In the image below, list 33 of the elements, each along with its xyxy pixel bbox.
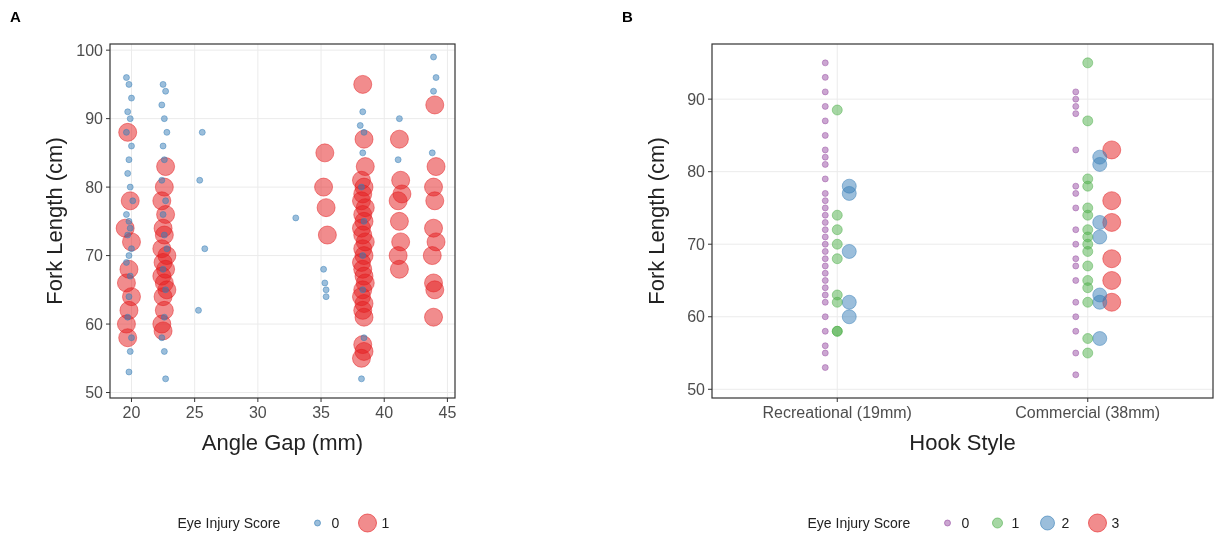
legend-label: 1 xyxy=(381,515,390,531)
y-tick-label: 70 xyxy=(687,235,706,253)
y-axis-title: Fork Length (cm) xyxy=(644,137,669,305)
x-axis-title: Hook Style xyxy=(909,430,1016,455)
x-tick-label: 30 xyxy=(248,404,267,421)
x-tick-label: 20 xyxy=(122,404,141,421)
y-tick-label: 50 xyxy=(687,380,706,398)
chart-title: B xyxy=(622,8,633,25)
y-tick-label: 70 xyxy=(85,247,104,265)
legend-title: Eye Injury Score xyxy=(807,515,911,531)
x-tick-label: Recreational (19mm) xyxy=(762,404,912,421)
x-tick-label: Commercial (38mm) xyxy=(1015,404,1161,421)
y-tick-label: 100 xyxy=(76,41,104,59)
legend-label: 3 xyxy=(1111,515,1120,531)
y-tick-label: 90 xyxy=(85,110,104,128)
x-tick-label: 40 xyxy=(375,404,394,421)
legend-label: 0 xyxy=(961,515,970,531)
legend-title: Eye Injury Score xyxy=(177,515,281,531)
y-tick-label: 50 xyxy=(85,384,104,402)
chart-title: A xyxy=(10,8,21,25)
y-tick-label: 90 xyxy=(687,90,706,108)
legend-label: 2 xyxy=(1061,515,1070,531)
legend-label: 1 xyxy=(1011,515,1020,531)
y-axis-title: Fork Length (cm) xyxy=(42,137,67,305)
y-tick-label: 80 xyxy=(85,178,104,196)
y-tick-label: 80 xyxy=(687,163,706,181)
x-tick-label: 35 xyxy=(312,404,331,421)
x-tick-label: 45 xyxy=(438,404,457,421)
y-tick-label: 60 xyxy=(85,315,104,333)
x-axis-title: Angle Gap (mm) xyxy=(201,430,364,455)
y-tick-label: 60 xyxy=(687,308,706,326)
legend-label: 0 xyxy=(331,515,340,531)
x-tick-label: 25 xyxy=(185,404,204,421)
